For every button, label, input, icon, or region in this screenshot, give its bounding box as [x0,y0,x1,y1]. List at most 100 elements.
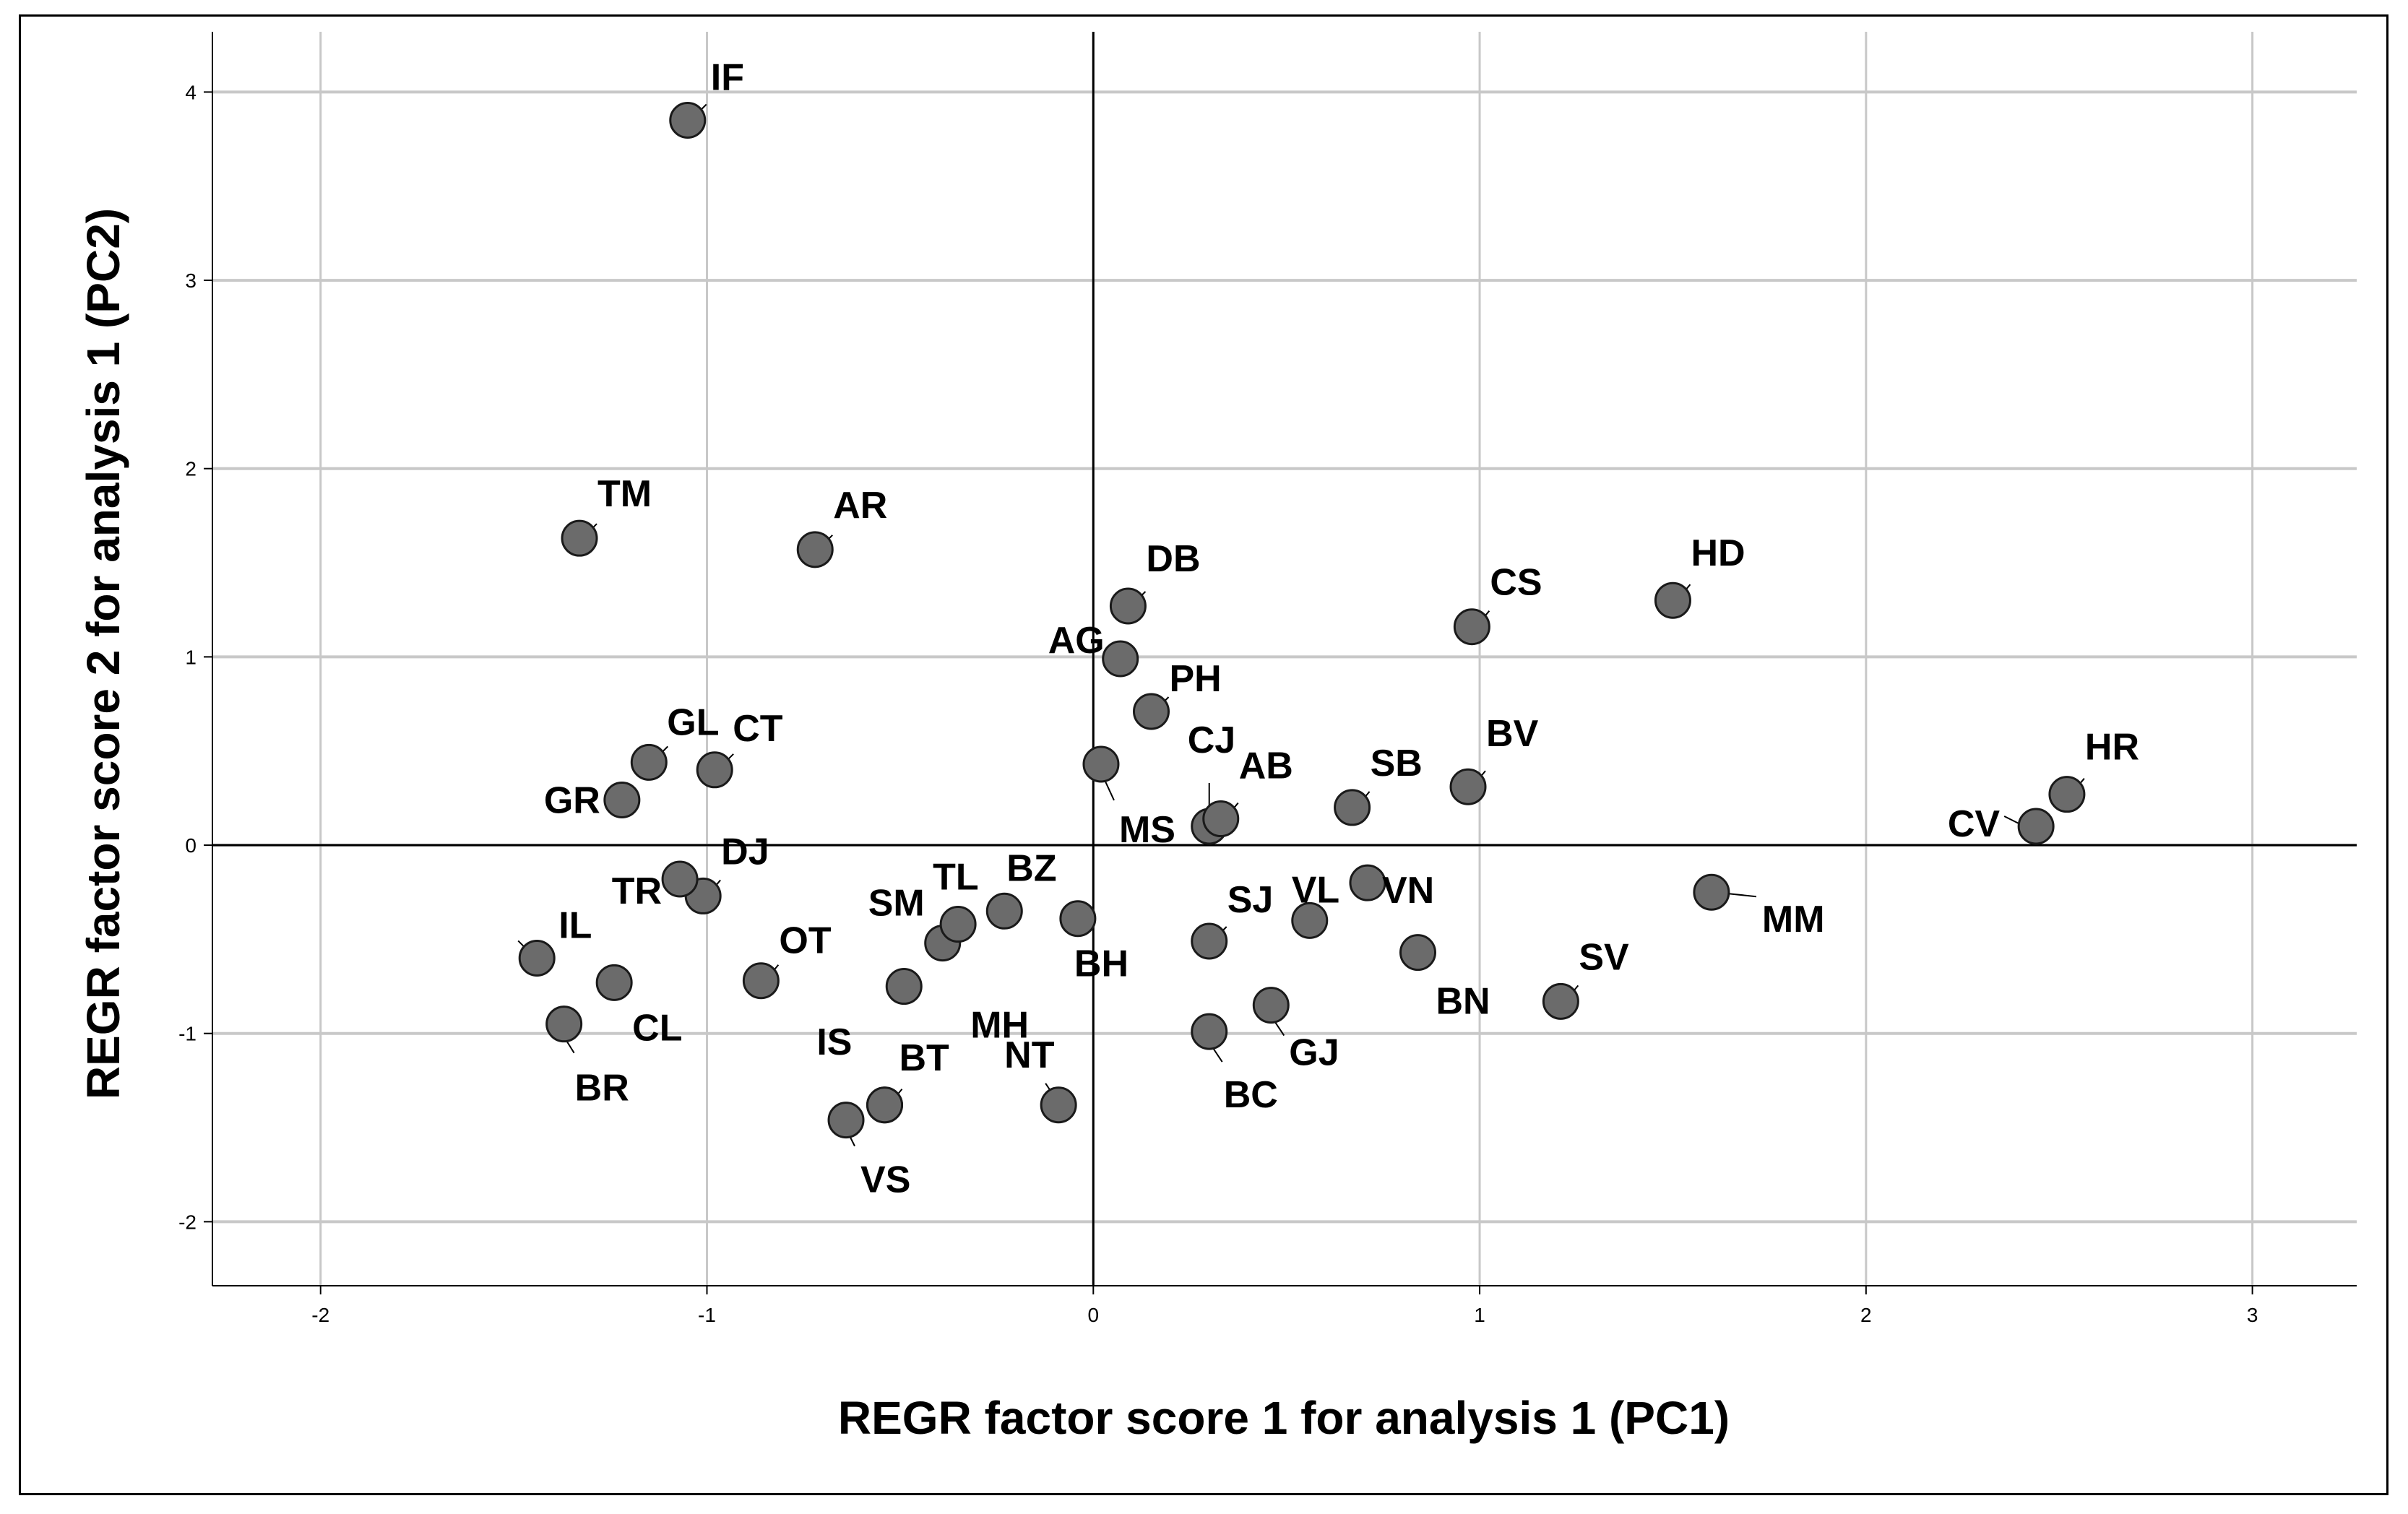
data-point [545,1005,583,1043]
data-point [1449,768,1487,805]
point-label: HR [2085,727,2139,769]
data-point [1133,693,1170,730]
x-tick-label: -1 [698,1304,716,1326]
chart-frame [19,14,2388,1495]
y-tick-label: 0 [185,834,197,857]
point-label: GR [544,779,600,821]
axes [204,32,2357,1294]
point-label: DB [1146,538,1200,580]
label-connector [1105,781,1115,801]
point-label: GL [667,701,719,743]
data-point [1252,987,1290,1024]
data-points [518,102,2086,1139]
data-point [827,1102,865,1139]
point-label: CT [733,708,783,750]
point-label: MS [1119,809,1175,851]
x-tick-label: -2 [311,1304,329,1326]
point-label: OT [779,920,831,962]
point-label: CL [632,1007,682,1049]
point-label: SV [1579,936,1629,978]
label-connector [566,1041,575,1054]
x-tick-label: 0 [1087,1304,1099,1326]
data-point [742,962,780,1000]
point-label: HD [1691,532,1745,574]
point-label: AG [1048,620,1105,662]
label-connector [2003,816,2019,824]
data-point [1059,900,1097,938]
gridlines [212,32,2357,1286]
data-point [866,1086,904,1124]
data-point [669,102,707,139]
point-label: DJ [721,831,769,873]
x-axis-title: REGR factor score 1 for analysis 1 (PC1) [838,1392,1730,1444]
x-tick-label: 2 [1860,1304,1872,1326]
y-tick-label: -2 [178,1211,197,1233]
point-label: CS [1490,562,1542,604]
y-axis-title: REGR factor score 2 for analysis 1 (PC2) [77,208,129,1099]
point-label: IF [711,57,744,99]
label-connector [1274,1022,1285,1037]
y-tick-label: 4 [185,81,197,103]
data-point [1040,1086,1077,1124]
data-point [885,968,923,1005]
point-label: BH [1074,943,1129,985]
label-connector [1728,893,1757,898]
data-point [1102,640,1139,678]
point-label: TL [933,857,979,899]
data-point [1191,922,1228,960]
data-point [1109,587,1147,625]
data-point [696,751,733,789]
data-point [518,939,556,977]
data-point [796,531,834,568]
point-label: NT [1004,1034,1055,1076]
y-tick-label: 2 [185,458,197,480]
point-label: SM [868,883,925,925]
x-tick-label: 3 [2247,1304,2258,1326]
data-point [1542,982,1579,1020]
data-point [1453,608,1490,646]
point-label: BZ [1006,847,1056,889]
data-point [1334,789,1371,826]
data-point [2048,776,2086,813]
point-label: AB [1239,745,1293,787]
data-point [985,892,1023,930]
data-point [1399,934,1436,972]
point-label: SB [1371,743,1423,784]
data-point [595,964,633,1001]
point-label: AR [833,485,887,527]
point-label: CV [1948,803,2001,845]
point-label: GJ [1289,1032,1339,1074]
point-label: BV [1486,713,1539,755]
data-point [661,860,699,898]
data-point [561,519,598,557]
point-label: BC [1224,1074,1278,1116]
data-point [2017,808,2055,845]
data-point [1291,901,1329,939]
data-point [630,743,668,781]
data-point [1082,745,1120,783]
y-tick-label: -1 [178,1023,197,1045]
data-point [1693,873,1730,911]
point-label: VN [1382,870,1434,912]
point-label: CJ [1188,719,1235,761]
point-label: SJ [1227,879,1274,921]
point-label: MM [1762,899,1825,940]
point-label: VS [860,1159,910,1201]
data-point [1202,800,1240,838]
data-point [1191,1013,1228,1050]
point-label: TM [597,473,652,515]
data-point [603,781,641,818]
point-label: TR [612,870,662,912]
y-tick-label: 1 [185,646,197,668]
tick-labels: -2 -1 0 1 2 3 -2 -1 0 1 2 3 4 [178,81,2258,1326]
data-point [1654,581,1691,619]
point-label: BT [899,1037,950,1079]
y-tick-label: 3 [185,269,197,292]
label-connector [850,1137,855,1147]
point-label: MH [970,1005,1029,1047]
point-label: VL [1292,869,1339,911]
point-label: PH [1170,658,1222,700]
point-label: BR [575,1068,629,1109]
